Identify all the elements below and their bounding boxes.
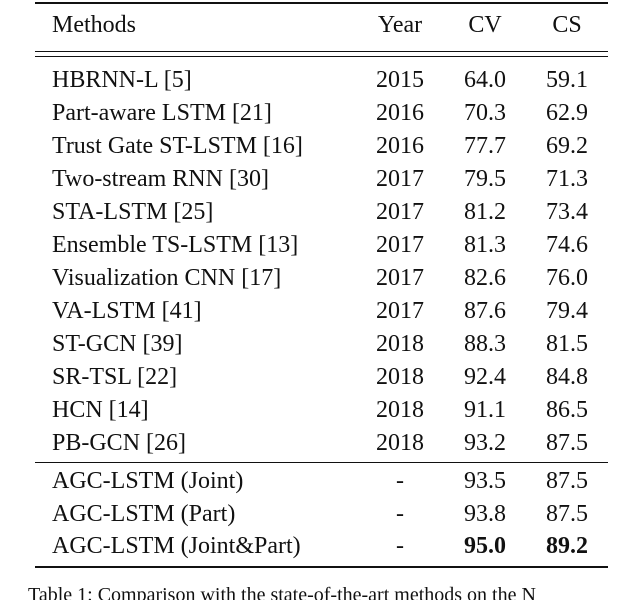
table-cell: Two-stream RNN [30] <box>52 166 269 192</box>
table-cell: 82.6 <box>464 265 506 291</box>
table-cell: 2017 <box>376 298 424 324</box>
table-cell: 81.5 <box>546 331 588 357</box>
table-cell: 87.5 <box>546 500 588 527</box>
table-cell: HBRNN-L [5] <box>52 67 192 93</box>
table-cell: 73.4 <box>546 199 588 225</box>
table-cell: - <box>396 500 404 527</box>
table-cell: SR-TSL [22] <box>52 364 178 390</box>
table-cell: 2017 <box>376 199 424 225</box>
table-cell: 71.3 <box>546 166 588 192</box>
table-cell: 69.2 <box>546 133 588 159</box>
table-cell: AGC-LSTM (Part) <box>52 500 236 527</box>
bottom-rule <box>35 566 608 568</box>
header-cell: CS <box>552 12 582 38</box>
table-cell: 87.5 <box>546 468 588 494</box>
table-cell: 87.6 <box>464 298 506 324</box>
table-cell: 2017 <box>376 166 424 192</box>
table-cell: 79.5 <box>464 166 506 192</box>
table-cell: 91.1 <box>464 397 506 423</box>
table-cell: 64.0 <box>464 67 506 93</box>
header-cell: Year <box>377 12 423 38</box>
table-cell: AGC-LSTM (Joint) <box>52 468 244 494</box>
table-cell: 93.8 <box>464 500 506 527</box>
table-cell: STA-LSTM [25] <box>52 199 214 225</box>
table-cell: 89.2 <box>546 533 588 559</box>
caption: Table 1: Comparison with the state-of-th… <box>28 584 536 600</box>
header-rule <box>35 56 608 58</box>
table-cell: 2018 <box>376 430 424 456</box>
table-cell: HCN [14] <box>52 397 149 423</box>
table-cell: Visualization CNN [17] <box>52 265 282 291</box>
table-cell: 76.0 <box>546 265 588 291</box>
header-cell: Methods <box>52 12 136 38</box>
table-cell: 88.3 <box>464 331 506 357</box>
table-cell: 93.5 <box>464 468 506 494</box>
table-cell: 2017 <box>376 265 424 291</box>
table-cell: 86.5 <box>546 397 588 423</box>
table-cell: 79.4 <box>546 298 588 324</box>
table-cell: Part-aware LSTM [21] <box>52 100 272 126</box>
table-cell: Trust Gate ST-LSTM [16] <box>52 133 303 159</box>
table-cell: 92.4 <box>464 364 506 390</box>
table-cell: PB-GCN [26] <box>52 430 187 456</box>
table-cell: 93.2 <box>464 430 506 456</box>
header-rule <box>35 51 608 53</box>
table-cell: 95.0 <box>464 533 506 559</box>
table-cell: ST-GCN [39] <box>52 331 183 357</box>
table-cell: 81.3 <box>464 232 506 258</box>
table-cell: 2016 <box>376 133 424 159</box>
table-cell: 77.7 <box>464 133 506 159</box>
table-cell: 87.5 <box>546 430 588 456</box>
table-cell: 81.2 <box>464 199 506 225</box>
table-cell: AGC-LSTM (Joint&Part) <box>52 533 301 559</box>
table-cell: VA-LSTM [41] <box>52 298 202 324</box>
table-cell: 2018 <box>376 364 424 390</box>
group-rule <box>35 462 608 464</box>
table-cell: 2016 <box>376 100 424 126</box>
top-rule <box>35 2 608 4</box>
table-cell: - <box>396 533 404 559</box>
table-cell: 84.8 <box>546 364 588 390</box>
table-cell: 2017 <box>376 232 424 258</box>
table-cell: 70.3 <box>464 100 506 126</box>
table-cell: 2015 <box>376 67 424 93</box>
table-cell: 59.1 <box>546 67 588 93</box>
table-cell: 2018 <box>376 331 424 357</box>
header-cell: CV <box>468 12 502 38</box>
table-cell: 62.9 <box>546 100 588 126</box>
table-cell: - <box>396 468 404 494</box>
table-cell: 74.6 <box>546 232 588 258</box>
table-cell: Ensemble TS-LSTM [13] <box>52 232 299 258</box>
table-cell: 2018 <box>376 397 424 423</box>
